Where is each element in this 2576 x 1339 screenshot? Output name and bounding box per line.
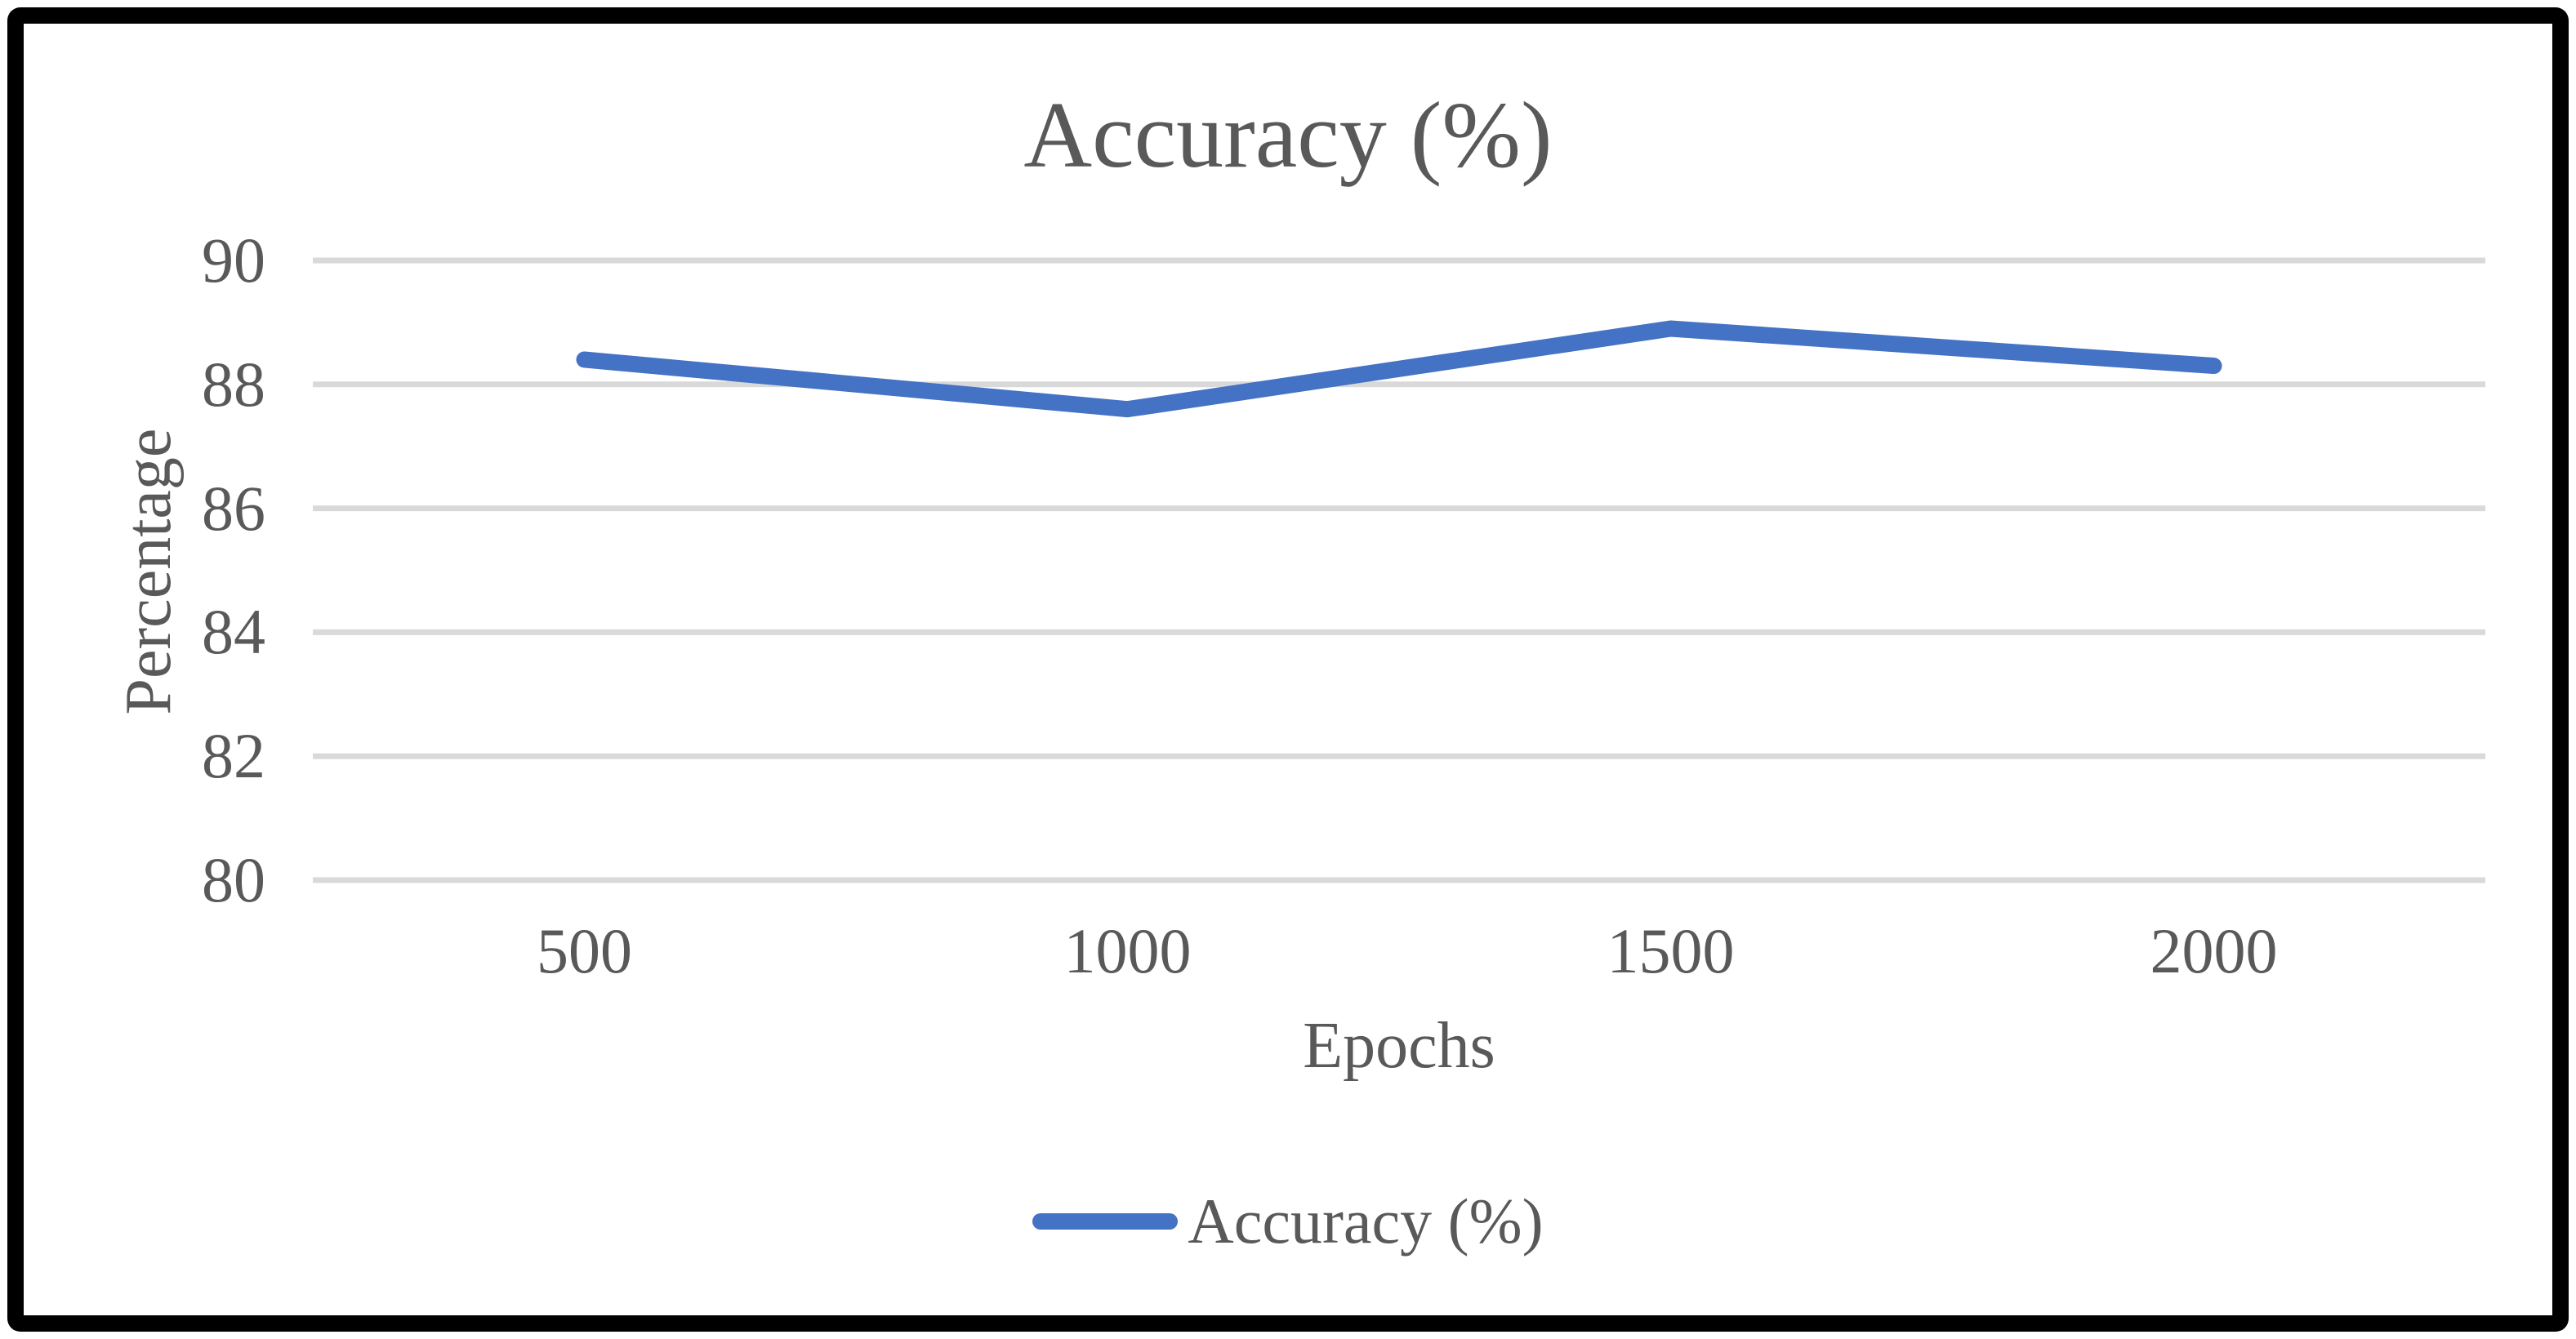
y-tick-label: 86 [202,472,265,544]
y-axis-title: Percentage [113,428,185,715]
chart-title: Accuracy (%) [1023,83,1553,188]
x-axis-title: Epochs [1303,1010,1495,1082]
y-tick-label: 84 [202,596,265,668]
accuracy-series-line [576,320,2222,418]
x-tick-label: 2000 [2150,915,2278,986]
gridlines [313,257,2485,883]
y-tick-label: 82 [202,720,265,792]
x-tick-label: 1500 [1607,915,1735,986]
y-tick-label: 88 [202,348,265,420]
x-tick-label: 500 [537,915,632,986]
legend: Accuracy (%) [0,1190,2576,1253]
y-tick-label: 80 [202,844,265,915]
x-tick-label: 1000 [1063,915,1192,986]
y-tick-label: 90 [202,225,265,296]
legend-label: Accuracy (%) [1188,1186,1544,1257]
legend-line-swatch [1032,1213,1179,1230]
